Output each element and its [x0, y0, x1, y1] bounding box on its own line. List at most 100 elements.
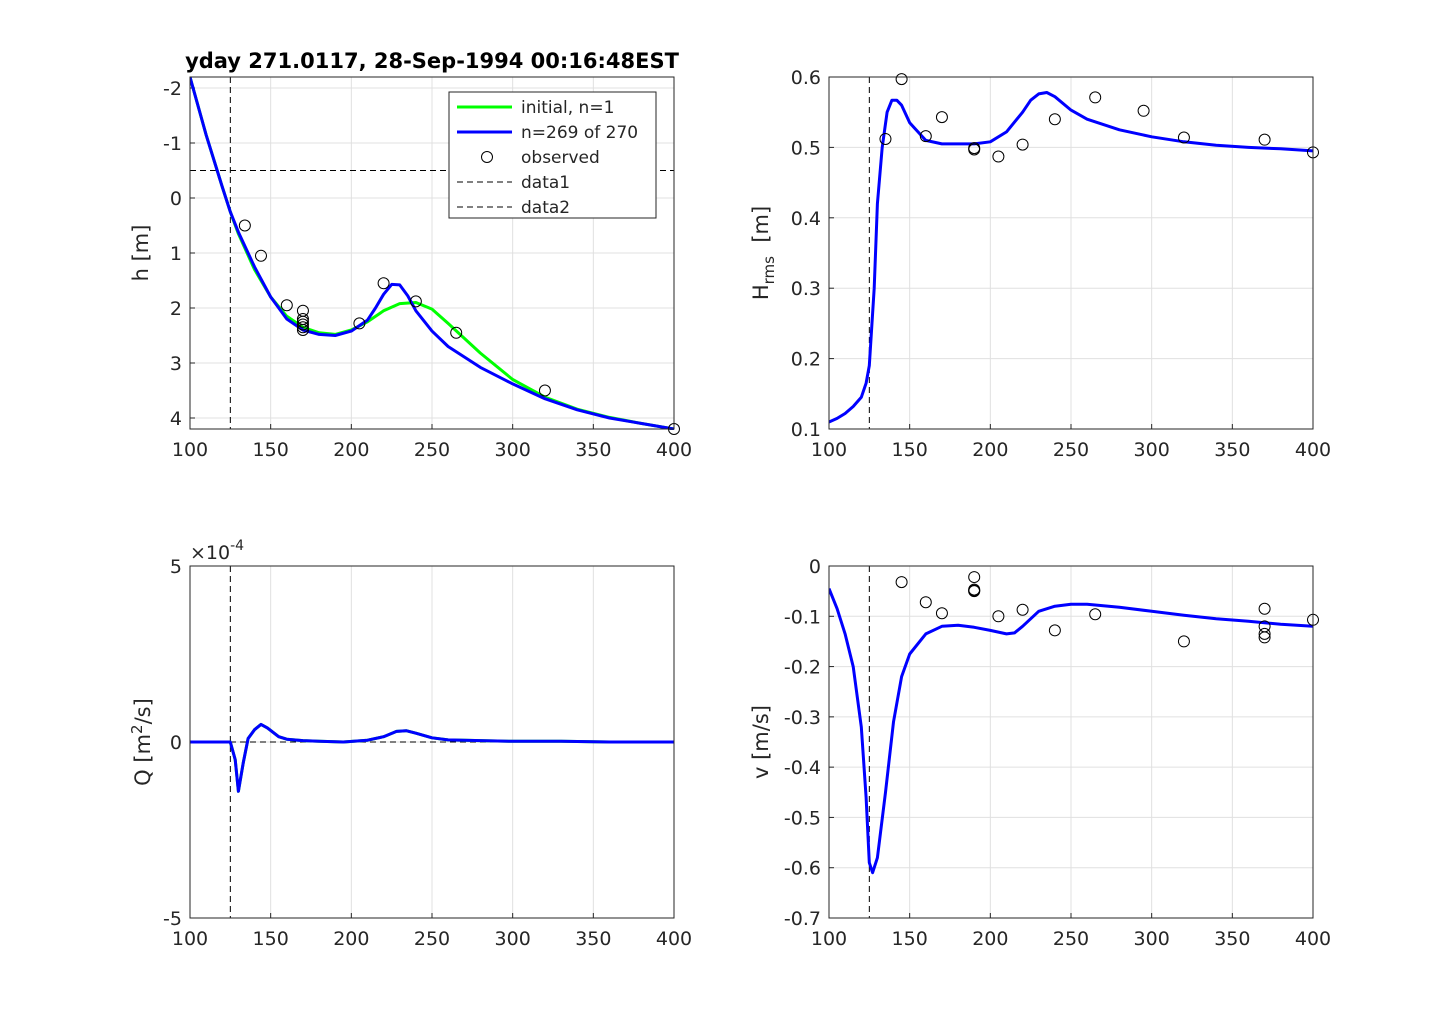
legend-label-initial: initial, n=1 — [521, 98, 614, 118]
figure-title: yday 271.0117, 28-Sep-1994 00:16:48EST — [185, 49, 680, 73]
observed-point — [1258, 133, 1271, 146]
ylabel-hrms: Hrms [m] — [749, 206, 778, 300]
observed-point — [1177, 635, 1190, 648]
observed-point — [919, 130, 932, 143]
observed-point — [895, 576, 908, 589]
y-tick-label: 0.5 — [791, 137, 821, 159]
x-tick-label: 350 — [1214, 928, 1250, 950]
observed-point — [879, 132, 892, 145]
y-tick-label: 0.6 — [791, 67, 821, 89]
x-tick-label: 100 — [811, 439, 847, 461]
legend-label-data2: data2 — [521, 198, 570, 218]
observed-point — [968, 585, 981, 598]
y-tick-label: 4 — [170, 408, 182, 430]
axes-frame-h — [189, 76, 675, 430]
x-tick-label: 400 — [1295, 439, 1331, 461]
observed-point — [1048, 624, 1061, 637]
legend-label-observed: observed — [521, 148, 600, 168]
x-tick-label: 200 — [972, 928, 1008, 950]
ylabel-hrms-main: H — [749, 284, 773, 300]
y-tick-label: 0.3 — [791, 278, 821, 300]
y-tick-label: 2 — [170, 298, 182, 320]
y-tick-label: 0 — [170, 732, 182, 754]
observed-point — [1177, 131, 1190, 144]
observed-point — [254, 249, 267, 262]
observed-point — [1048, 113, 1061, 126]
y-tick-label: 1 — [170, 243, 182, 265]
x-tick-label: 250 — [414, 439, 450, 461]
observed-point — [280, 299, 293, 312]
observed-point — [450, 326, 463, 339]
axes-v-velocity: 100 150 200 250 300 350 400 -0.7 -0.6 -0.5 -0.4 -0.… — [784, 556, 1331, 950]
x-tick-label: 300 — [1134, 439, 1170, 461]
x-tick-label: 250 — [414, 928, 450, 950]
y-tick-label: 5 — [170, 556, 182, 578]
x-tick-label: 300 — [495, 928, 531, 950]
observed-point — [1137, 104, 1150, 117]
x-tick-label: 250 — [1053, 439, 1089, 461]
y-tick-label: 0.1 — [791, 419, 821, 441]
q-multiplier-base: ×10 — [190, 542, 230, 564]
observed-point — [296, 315, 309, 328]
legend-h: initial, n=1 n=269 of 270 observed data1… — [448, 91, 657, 219]
observed-point — [992, 610, 1005, 623]
ylabel-hrms-tail: [m] — [749, 206, 773, 256]
observed-point — [296, 324, 309, 336]
x-tick-label: 150 — [892, 439, 928, 461]
y-tick-label: -0.6 — [784, 858, 821, 880]
x-tick-label: 200 — [333, 439, 369, 461]
y-tick-label: -0.3 — [784, 707, 821, 729]
x-tick-label: 100 — [811, 928, 847, 950]
q-axis-multiplier: ×10-4 — [190, 538, 244, 564]
observed-point — [935, 607, 948, 620]
observed-point — [1089, 608, 1102, 621]
x-tick-label: 150 — [253, 439, 289, 461]
observed-point — [968, 571, 981, 584]
x-tick-label: 300 — [495, 439, 531, 461]
y-tick-label: -0.2 — [784, 657, 821, 679]
x-tick-label: 300 — [1134, 928, 1170, 950]
legend-label-data1: data1 — [521, 173, 570, 193]
observed-point — [1258, 602, 1271, 615]
x-tick-label: 250 — [1053, 928, 1089, 950]
axes-hrms-wave-height: 100 150 200 250 300 350 400 0.1 0.2 0.3 0.4 0.5 0.6 — [791, 67, 1331, 461]
x-tick-label: 200 — [972, 439, 1008, 461]
x-tick-label: 350 — [575, 439, 611, 461]
ylabel-q-tail: /s] — [131, 698, 155, 724]
observed-point — [1016, 603, 1029, 616]
y-tick-label: 0 — [170, 188, 182, 210]
y-tick-label: -1 — [163, 133, 182, 155]
series-line-model — [829, 588, 1313, 875]
y-tick-label: -5 — [163, 908, 182, 930]
y-tick-label: -0.1 — [784, 606, 821, 628]
observed-point — [992, 150, 1005, 163]
observed-point — [296, 321, 309, 334]
x-tick-label: 150 — [253, 928, 289, 950]
x-tick-label: 400 — [656, 928, 692, 950]
y-tick-label: -2 — [163, 78, 182, 100]
ylabel-q: Q [m2/s] — [128, 698, 155, 786]
q-multiplier-exp: -4 — [230, 538, 244, 554]
x-tick-label: 400 — [656, 439, 692, 461]
axes-frame-Q — [189, 565, 675, 919]
y-tick-label: -0.7 — [784, 908, 821, 930]
x-tick-label: 200 — [333, 928, 369, 950]
y-tick-label: 0.4 — [791, 208, 821, 230]
y-tick-label: -0.5 — [784, 807, 821, 829]
observed-point — [377, 277, 390, 290]
observed-point — [296, 318, 309, 331]
legend-marker-observed — [481, 151, 493, 163]
ylabel-v: v [m/s] — [749, 705, 773, 779]
y-tick-label: 3 — [170, 353, 182, 375]
observed-point — [1258, 631, 1271, 644]
y-tick-label: 0 — [809, 556, 821, 578]
y-tick-label: -0.4 — [784, 757, 821, 779]
x-tick-label: 350 — [1214, 439, 1250, 461]
series-line-model — [829, 91, 1313, 424]
x-tick-label: 150 — [892, 928, 928, 950]
x-tick-label: 400 — [1295, 928, 1331, 950]
series-line-model — [190, 722, 674, 793]
ylabel-q-main: Q [m — [131, 734, 155, 786]
ylabel-hrms-sub: rms — [760, 256, 778, 285]
